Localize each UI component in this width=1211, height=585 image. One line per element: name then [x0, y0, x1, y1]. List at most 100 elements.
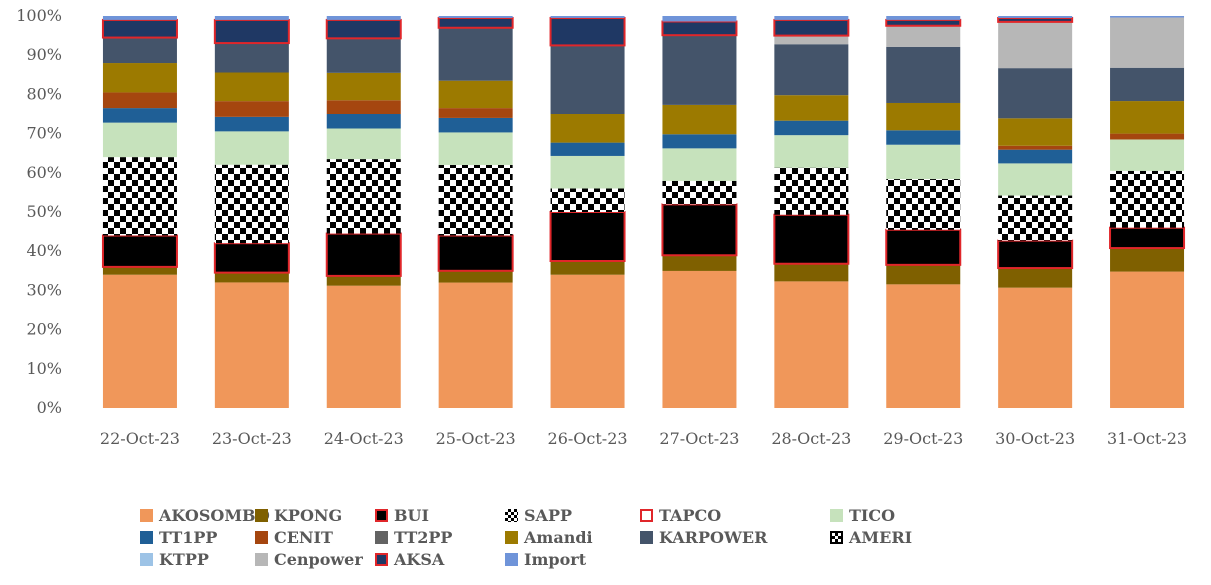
bar-segment-akosombo — [1110, 271, 1185, 408]
y-tick-label: 10% — [26, 359, 62, 378]
legend-swatch — [140, 552, 153, 566]
bar-segment-amandi — [998, 118, 1073, 146]
bar-segment-import — [774, 16, 849, 20]
bar-segment-bui — [885, 228, 962, 266]
bar-segment-tico — [1110, 139, 1185, 171]
bar-segment-sapp — [998, 195, 1073, 241]
bar-segment-tt1pp — [774, 120, 849, 136]
legend-item-karpower: KARPOWER — [640, 527, 767, 547]
bar-segment-karpower — [214, 43, 289, 73]
bar-segment-akosombo — [550, 274, 625, 408]
bar-segment-cenpower — [998, 21, 1073, 69]
legend-label: AKOSOMBO — [159, 505, 270, 525]
x-tick-label: 26-Oct-23 — [548, 429, 628, 448]
bar-segment-aksa — [997, 16, 1074, 23]
bar-segment-karpower — [1110, 67, 1185, 102]
bar-segment-tt1pp — [998, 149, 1073, 164]
legend-item-cenpower: Cenpower — [255, 549, 363, 569]
legend-item-kpong: KPONG — [255, 505, 342, 525]
bar-segment-tico — [550, 155, 625, 189]
legend-item-amandi: Amandi — [505, 527, 593, 547]
bar-segment-karpower — [102, 37, 177, 64]
bar-segment-import — [550, 16, 625, 18]
bar-segment-cenit — [1110, 133, 1185, 140]
bar-segment-akosombo — [774, 281, 849, 408]
bar-segment-tico — [662, 148, 737, 181]
bar-segment-karpower — [662, 35, 737, 105]
legend-swatch — [255, 508, 268, 522]
bar-segment-tt1pp — [662, 134, 737, 149]
bar-segment-cenit — [998, 145, 1073, 150]
bar-segment-kpong — [438, 270, 513, 283]
bar-segment-tico — [326, 128, 401, 160]
bar-segment-karpower — [326, 38, 401, 73]
legend-label: KARPOWER — [659, 527, 768, 547]
bar-segment-bui — [997, 239, 1074, 270]
bar-segment-amandi — [774, 95, 849, 121]
bar-segment-import — [326, 16, 401, 20]
legend-swatch — [505, 552, 518, 566]
bar-segment-sapp — [662, 180, 737, 205]
bar-segment-cenit — [326, 100, 401, 114]
legend-label: TICO — [849, 505, 896, 525]
legend-item-akosombo: AKOSOMBO — [140, 505, 270, 525]
bar-segment-cenit — [438, 108, 513, 118]
x-tick-label: 23-Oct-23 — [212, 429, 292, 448]
legend-item-tt1pp: TT1PP — [140, 527, 217, 547]
bar-segment-tt1pp — [326, 114, 401, 129]
x-tick-label: 22-Oct-23 — [100, 429, 180, 448]
bar-segment-amandi — [438, 80, 513, 109]
bar-segment-tico — [214, 131, 289, 165]
bar-segment-bui — [773, 213, 850, 265]
bar-segment-sapp — [886, 179, 961, 230]
legend-item-import: Import — [505, 549, 586, 569]
legend-swatch — [830, 508, 843, 522]
bar-segment-aksa — [661, 20, 738, 37]
y-tick-label: 90% — [26, 45, 62, 64]
legend-item-ameri: AMERI — [830, 527, 912, 547]
x-axis: 22-Oct-23 23-Oct-23 24-Oct-23 25-Oct-23 26-O… — [100, 429, 1187, 448]
legend-label: KTPP — [159, 549, 209, 569]
bar-segment-kpong — [214, 272, 289, 283]
bar-segment-karpower — [774, 44, 849, 96]
bar-segment-akosombo — [662, 270, 737, 408]
bar-segment-tt1pp — [886, 130, 961, 145]
bar-segment-bui — [661, 203, 738, 257]
legend-item-tt2pp: TT2PP — [375, 527, 452, 547]
bar-segment-karpower — [998, 68, 1073, 119]
legend-label: BUI — [394, 505, 429, 525]
legend-swatch — [255, 552, 268, 566]
bar-segment-tt1pp — [438, 117, 513, 133]
bar-segment-sapp — [214, 164, 289, 244]
bar-segment-sapp — [1110, 170, 1185, 228]
bar-segment-tico — [438, 132, 513, 165]
x-tick-label: 27-Oct-23 — [659, 429, 739, 448]
bar-segment-sapp — [326, 159, 401, 234]
legend-label: AMERI — [849, 527, 913, 547]
bar-segment-sapp — [774, 167, 849, 215]
bar-segment-akosombo — [886, 284, 961, 408]
bar-segment-kpong — [1110, 248, 1185, 272]
legend-item-aksa: AKSA — [375, 549, 444, 569]
bar-segment-akosombo — [326, 285, 401, 408]
legend-swatch — [505, 530, 518, 544]
legend-swatch — [375, 530, 388, 544]
bar-segment-akosombo — [998, 287, 1073, 408]
bar-segment-amandi — [662, 104, 737, 135]
bar-segment-kpong — [102, 266, 177, 275]
y-tick-label: 80% — [26, 84, 62, 103]
legend-swatch — [375, 508, 388, 522]
bar-segment-cenit — [214, 101, 289, 117]
bar-segment-bui — [1109, 226, 1186, 250]
bar-segment-tt1pp — [214, 116, 289, 132]
bar-segment-tt1pp — [550, 142, 625, 156]
bar-segment-sapp — [438, 164, 513, 236]
legend-label: CENIT — [274, 527, 333, 547]
x-tick-label: 24-Oct-23 — [324, 429, 404, 448]
bar-segment-cenpower — [1110, 17, 1185, 68]
bar-segment-import — [102, 16, 177, 20]
legend-label: Import — [524, 549, 587, 569]
bar-segment-akosombo — [438, 282, 513, 408]
bar-segment-amandi — [214, 72, 289, 102]
y-tick-label: 70% — [26, 124, 62, 143]
